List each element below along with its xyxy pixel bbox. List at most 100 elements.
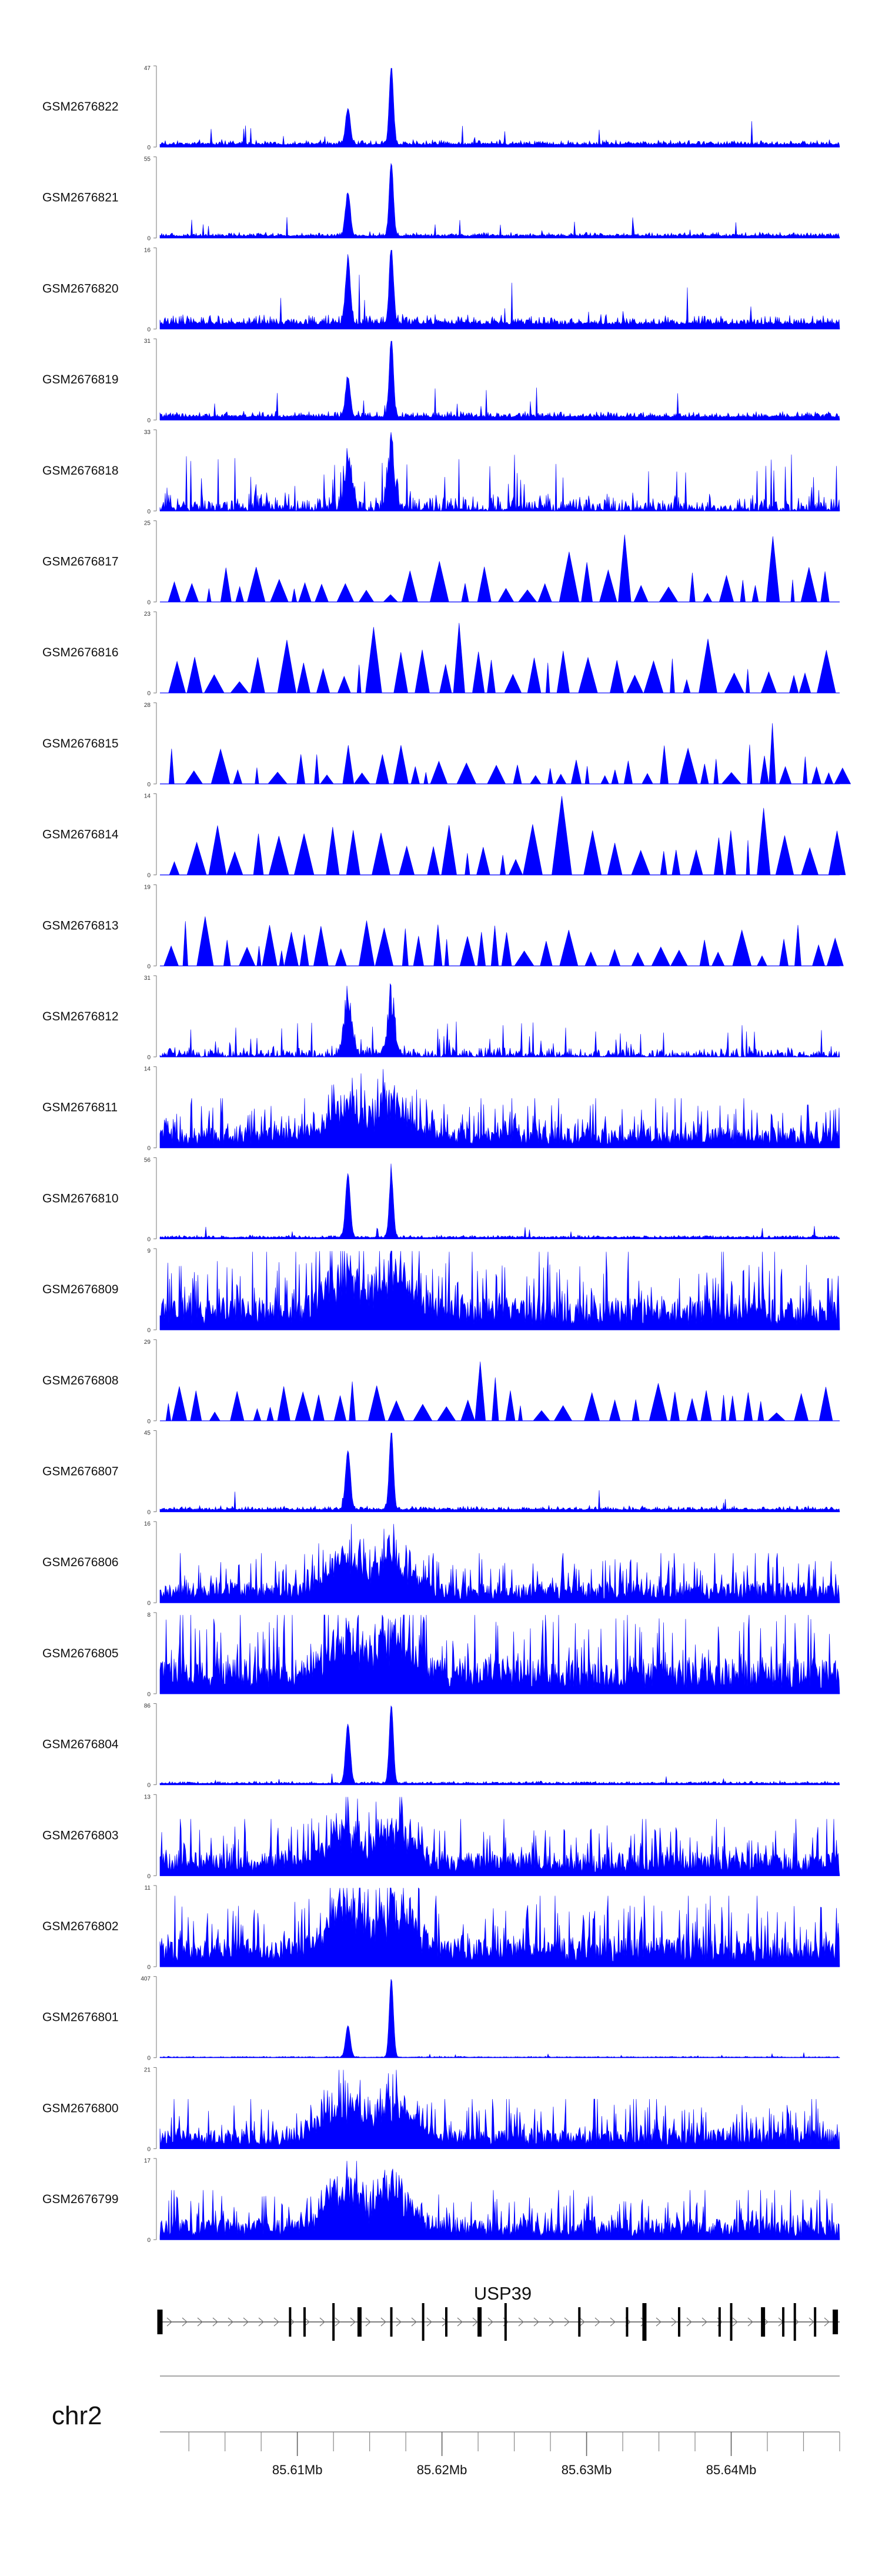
coverage-area <box>160 535 840 602</box>
exon-block <box>782 2307 785 2337</box>
exon-block <box>578 2307 581 2337</box>
exon-block <box>814 2307 817 2337</box>
genomic-axis: chr2 85.61Mb 85.62Mb 85.63Mb 85.64Mb <box>52 2375 840 2477</box>
coverage-area <box>159 1524 840 1603</box>
gene-name-label: USP39 <box>474 2283 532 2304</box>
gene-annotation-track: USP39 <box>157 2283 840 2341</box>
strand-arrow <box>335 2317 340 2327</box>
strand-arrow <box>258 2317 264 2327</box>
track-label: GSM2676810 <box>42 1192 119 1205</box>
strand-arrow <box>518 2317 524 2327</box>
track-GSM2676813: GSM2676813 19 0 <box>42 884 844 970</box>
strand-arrow <box>732 2317 738 2327</box>
track-GSM2676814: GSM2676814 14 0 <box>42 793 846 879</box>
strand-arrow <box>564 2317 570 2327</box>
coverage-area <box>159 1705 840 1785</box>
track-label: GSM2676820 <box>42 282 119 295</box>
track-GSM2676817: GSM2676817 25 0 <box>42 520 840 606</box>
coverage-area <box>160 916 844 966</box>
coverage-area <box>159 68 840 148</box>
strand-arrow <box>273 2317 279 2327</box>
y-axis-max-label: 16 <box>144 1521 151 1527</box>
strand-arrow <box>319 2317 325 2327</box>
strand-arrow <box>533 2317 539 2327</box>
strand-arrow <box>472 2317 478 2327</box>
y-axis-zero-label: 0 <box>147 2056 151 2062</box>
coverage-area <box>159 983 840 1058</box>
exon-block <box>761 2307 766 2337</box>
axis-tick-label: 85.62Mb <box>417 2462 467 2477</box>
coverage-area <box>159 162 840 238</box>
y-axis-max-label: 14 <box>144 1066 151 1073</box>
track-label: GSM2676819 <box>42 373 119 386</box>
y-axis-max-label: 17 <box>144 2158 151 2164</box>
strand-arrow <box>656 2317 662 2327</box>
y-axis-zero-label: 0 <box>147 509 151 515</box>
coverage-area <box>159 341 840 421</box>
y-axis-max-label: 21 <box>144 2067 151 2073</box>
coverage-area <box>160 1362 840 1422</box>
track-GSM2676822: GSM2676822 47 0 <box>42 65 840 151</box>
exon-block <box>477 2307 482 2337</box>
strand-arrow <box>549 2317 554 2327</box>
exon-block <box>677 2307 680 2337</box>
track-GSM2676800: GSM2676800 21 0 <box>42 2067 840 2153</box>
coverage-area <box>159 1250 840 1330</box>
y-axis-max-label: 16 <box>144 247 151 253</box>
exon-block <box>422 2303 425 2341</box>
y-axis-zero-label: 0 <box>147 1327 151 1334</box>
strand-arrow <box>380 2317 386 2327</box>
track-label: GSM2676814 <box>42 828 119 842</box>
strand-arrow <box>701 2317 707 2327</box>
strand-arrow <box>197 2317 203 2327</box>
track-GSM2676816: GSM2676816 23 0 <box>42 611 840 697</box>
track-label: GSM2676811 <box>42 1101 118 1115</box>
strand-arrow <box>824 2317 830 2327</box>
strand-arrow <box>594 2317 600 2327</box>
y-axis-max-label: 407 <box>141 1976 151 1983</box>
y-axis-max-label: 33 <box>144 429 151 436</box>
track-GSM2676808: GSM2676808 29 0 <box>42 1339 840 1425</box>
track-label: GSM2676807 <box>42 1465 119 1479</box>
exon-block <box>445 2307 447 2337</box>
track-label: GSM2676803 <box>42 1828 119 1842</box>
coverage-area <box>159 2070 840 2149</box>
y-axis-max-label: 25 <box>144 520 151 527</box>
strand-arrow <box>350 2317 356 2327</box>
track-label: GSM2676802 <box>42 1920 119 1933</box>
y-axis-max-label: 56 <box>144 1157 151 1163</box>
coverage-area <box>159 1887 840 1967</box>
exon-block <box>718 2307 721 2337</box>
y-axis-zero-label: 0 <box>147 600 151 606</box>
track-label: GSM2676817 <box>42 555 119 569</box>
exon-block <box>357 2307 362 2337</box>
exon-block <box>390 2307 393 2337</box>
y-axis-max-label: 31 <box>144 975 151 982</box>
coverage-area <box>159 1614 840 1694</box>
strand-arrow <box>166 2317 172 2327</box>
track-label: GSM2676818 <box>42 464 119 478</box>
exon-block <box>289 2307 292 2337</box>
track-label: GSM2676812 <box>42 1010 119 1023</box>
y-axis-zero-label: 0 <box>147 782 151 788</box>
y-axis-max-label: 47 <box>144 65 151 72</box>
track-GSM2676799: GSM2676799 17 0 <box>42 2158 840 2244</box>
coverage-area <box>159 1978 840 2058</box>
y-axis-zero-label: 0 <box>147 1691 151 1698</box>
coverage-tracks: GSM2676822470GSM2676821550GSM2676820160G… <box>42 65 851 2244</box>
y-axis-zero-label: 0 <box>147 1055 151 1061</box>
exon-block <box>793 2303 796 2341</box>
track-GSM2676818: GSM2676818 33 0 <box>42 429 840 515</box>
track-GSM2676815: GSM2676815 28 0 <box>42 702 851 788</box>
coverage-area <box>159 1797 840 1876</box>
y-axis-zero-label: 0 <box>147 963 151 970</box>
track-label: GSM2676821 <box>42 191 119 205</box>
strand-arrow <box>457 2317 463 2327</box>
strand-arrow <box>747 2317 753 2327</box>
track-GSM2676811: GSM2676811 14 0 <box>42 1066 840 1152</box>
y-axis-zero-label: 0 <box>147 236 151 242</box>
track-GSM2676812: GSM2676812 31 0 <box>42 975 840 1061</box>
coverage-area <box>159 1069 840 1148</box>
track-GSM2676809: GSM2676809 9 0 <box>42 1248 840 1334</box>
y-axis-zero-label: 0 <box>147 1146 151 1152</box>
